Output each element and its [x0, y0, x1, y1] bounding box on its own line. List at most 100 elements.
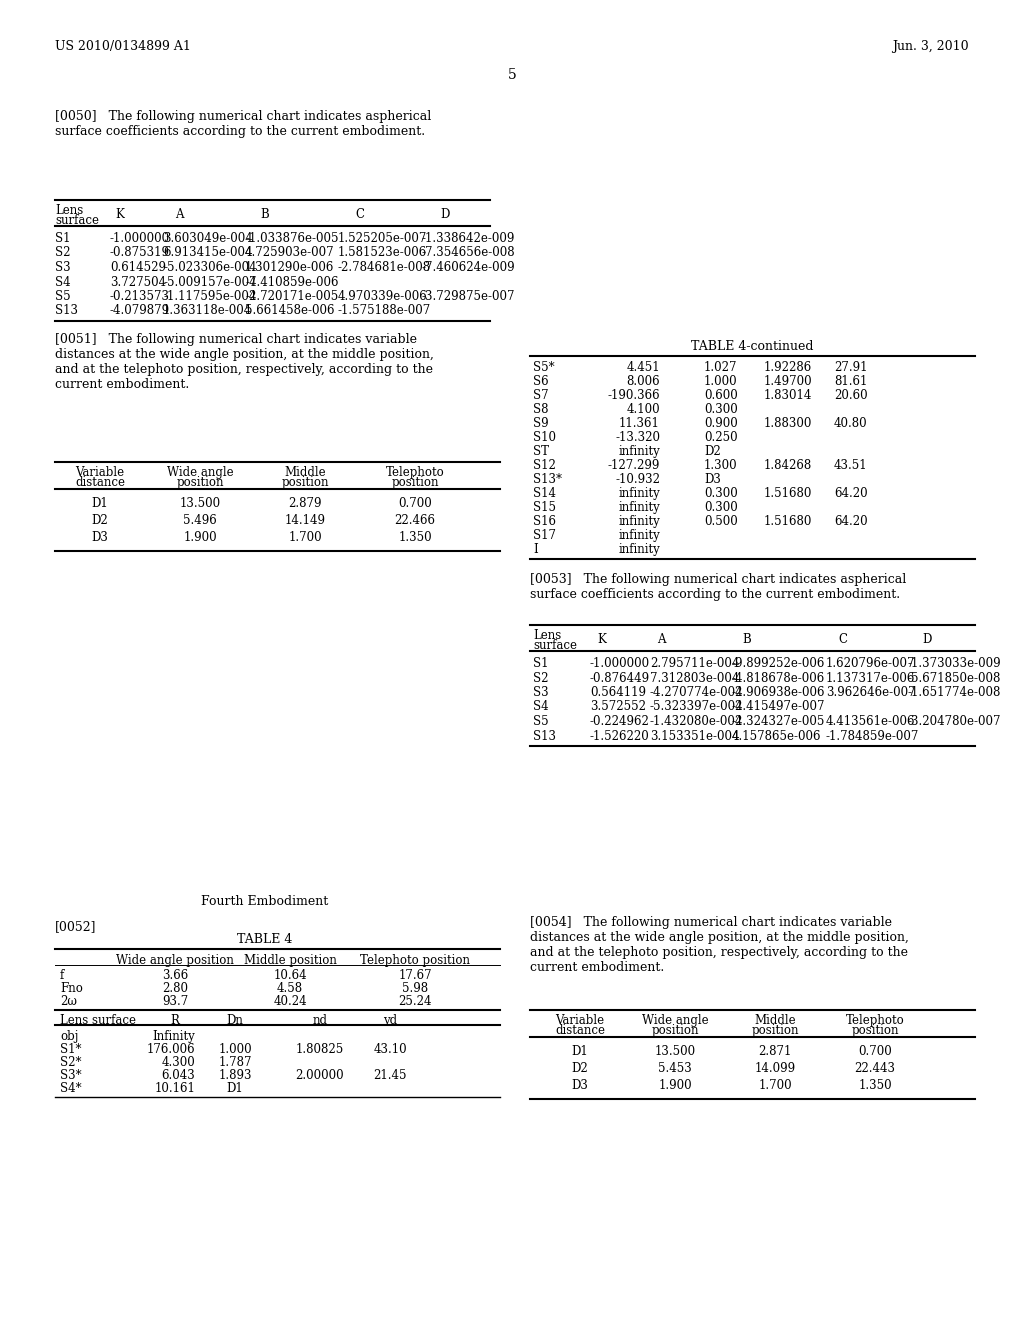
Text: TABLE 4: TABLE 4 [238, 933, 293, 946]
Text: 1.620796e-007: 1.620796e-007 [826, 657, 915, 671]
Text: position: position [391, 477, 438, 488]
Text: S1: S1 [534, 657, 549, 671]
Text: surface: surface [55, 214, 99, 227]
Text: -4.079879: -4.079879 [110, 305, 170, 318]
Text: 1.700: 1.700 [288, 531, 322, 544]
Text: 22.443: 22.443 [854, 1063, 896, 1074]
Text: 1.92286: 1.92286 [764, 360, 812, 374]
Text: -3.729875e-007: -3.729875e-007 [422, 290, 515, 304]
Text: 3.572552: 3.572552 [590, 701, 646, 714]
Text: obj: obj [60, 1030, 79, 1043]
Text: -0.224962: -0.224962 [590, 715, 650, 729]
Text: 14.149: 14.149 [285, 513, 326, 527]
Text: 5.661458e-006: 5.661458e-006 [245, 305, 335, 318]
Text: 1.83014: 1.83014 [764, 389, 812, 403]
Text: 0.250: 0.250 [705, 432, 737, 444]
Text: A: A [175, 209, 183, 220]
Text: 1.581523e-006: 1.581523e-006 [338, 247, 427, 260]
Text: 25.24: 25.24 [398, 995, 432, 1008]
Text: Telephoto: Telephoto [386, 466, 444, 479]
Text: 1.000: 1.000 [705, 375, 737, 388]
Text: -2.906938e-006: -2.906938e-006 [732, 686, 825, 700]
Text: [0050]   The following numerical chart indicates aspherical
surface coefficients: [0050] The following numerical chart ind… [55, 110, 431, 139]
Text: 4.725903e-007: 4.725903e-007 [245, 247, 335, 260]
Text: S4*: S4* [60, 1082, 82, 1096]
Text: -1.432080e-004: -1.432080e-004 [650, 715, 743, 729]
Text: 64.20: 64.20 [834, 487, 867, 500]
Text: 1.787: 1.787 [218, 1056, 252, 1069]
Text: 1.51680: 1.51680 [764, 487, 812, 500]
Text: 1.363118e-004: 1.363118e-004 [163, 305, 252, 318]
Text: -1.651774e-008: -1.651774e-008 [908, 686, 1001, 700]
Text: [0053]   The following numerical chart indicates aspherical
surface coefficients: [0053] The following numerical chart ind… [530, 573, 906, 601]
Text: 3.153351e-004: 3.153351e-004 [650, 730, 739, 742]
Text: 13.500: 13.500 [179, 498, 220, 510]
Text: S3: S3 [534, 686, 549, 700]
Text: 1.700: 1.700 [758, 1078, 792, 1092]
Text: -1.575188e-007: -1.575188e-007 [338, 305, 431, 318]
Text: -3.204780e-007: -3.204780e-007 [908, 715, 1001, 729]
Text: 81.61: 81.61 [834, 375, 867, 388]
Text: 1.027: 1.027 [705, 360, 737, 374]
Text: C: C [838, 634, 847, 645]
Text: D3: D3 [91, 531, 109, 544]
Text: S4: S4 [534, 701, 549, 714]
Text: S1: S1 [55, 232, 71, 246]
Text: position: position [851, 1024, 899, 1038]
Text: infinity: infinity [618, 543, 660, 556]
Text: -5.323397e-004: -5.323397e-004 [650, 701, 743, 714]
Text: 22.466: 22.466 [394, 513, 435, 527]
Text: 93.7: 93.7 [162, 995, 188, 1008]
Text: Middle: Middle [755, 1014, 796, 1027]
Text: 0.500: 0.500 [705, 515, 737, 528]
Text: 40.80: 40.80 [834, 417, 867, 430]
Text: 13.500: 13.500 [654, 1045, 695, 1059]
Text: 20.60: 20.60 [834, 389, 867, 403]
Text: D1: D1 [226, 1082, 244, 1096]
Text: S10: S10 [534, 432, 556, 444]
Text: -2.720171e-005: -2.720171e-005 [245, 290, 338, 304]
Text: distance: distance [75, 477, 125, 488]
Text: -2.324327e-005: -2.324327e-005 [732, 715, 825, 729]
Text: Variable: Variable [76, 466, 125, 479]
Text: -9.899252e-006: -9.899252e-006 [732, 657, 825, 671]
Text: 1.300: 1.300 [705, 459, 737, 473]
Text: -1.117595e-004: -1.117595e-004 [163, 290, 256, 304]
Text: D1: D1 [91, 498, 109, 510]
Text: 2.795711e-004: 2.795711e-004 [650, 657, 739, 671]
Text: 4.451: 4.451 [627, 360, 660, 374]
Text: 1.80825: 1.80825 [296, 1043, 344, 1056]
Text: S4: S4 [55, 276, 71, 289]
Text: 1.900: 1.900 [658, 1078, 692, 1092]
Text: -4.270774e-004: -4.270774e-004 [650, 686, 743, 700]
Text: infinity: infinity [618, 445, 660, 458]
Text: Fno: Fno [60, 982, 83, 995]
Text: Lens: Lens [534, 630, 561, 642]
Text: 10.161: 10.161 [155, 1082, 195, 1096]
Text: -13.320: -13.320 [615, 432, 660, 444]
Text: [0052]: [0052] [55, 920, 96, 933]
Text: position: position [282, 477, 329, 488]
Text: ST: ST [534, 445, 549, 458]
Text: 4.413561e-006: 4.413561e-006 [826, 715, 915, 729]
Text: S17: S17 [534, 529, 556, 543]
Text: Dn: Dn [226, 1014, 244, 1027]
Text: S7: S7 [534, 389, 549, 403]
Text: D3: D3 [571, 1078, 589, 1092]
Text: infinity: infinity [618, 515, 660, 528]
Text: 1.350: 1.350 [858, 1078, 892, 1092]
Text: Middle: Middle [285, 466, 326, 479]
Text: 10.64: 10.64 [273, 969, 307, 982]
Text: S5: S5 [55, 290, 71, 304]
Text: -2.415497e-007: -2.415497e-007 [732, 701, 825, 714]
Text: 1.49700: 1.49700 [764, 375, 813, 388]
Text: 64.20: 64.20 [834, 515, 867, 528]
Text: S15: S15 [534, 502, 556, 513]
Text: S1*: S1* [60, 1043, 82, 1056]
Text: vd: vd [383, 1014, 397, 1027]
Text: S13: S13 [534, 730, 556, 742]
Text: -0.213573: -0.213573 [110, 290, 170, 304]
Text: Wide angle position: Wide angle position [116, 954, 233, 968]
Text: 43.10: 43.10 [373, 1043, 407, 1056]
Text: 5.453: 5.453 [658, 1063, 692, 1074]
